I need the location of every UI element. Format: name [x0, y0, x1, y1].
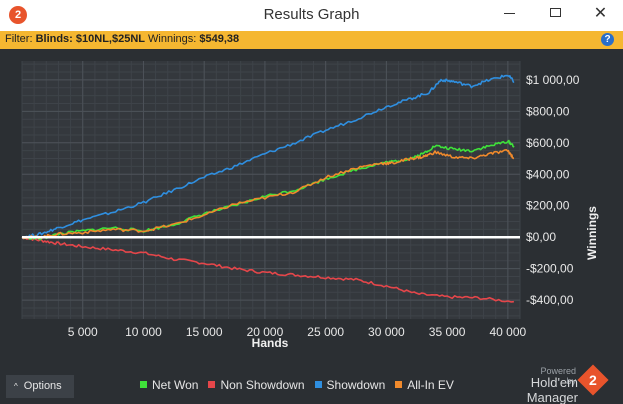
- filter-blinds: Blinds: $10NL,$25NL: [35, 33, 145, 45]
- filter-winnings-label: Winnings:: [144, 33, 200, 45]
- filter-bar: Filter: Blinds: $10NL,$25NL Winnings: $5…: [0, 31, 623, 49]
- y-tick-label: $0,00: [526, 230, 556, 244]
- x-tick-labels: 5 000 10 000 15 000 20 000 25 000 30 000 35 00…: [68, 325, 527, 339]
- x-tick-label: 10 000: [125, 325, 162, 339]
- minimize-button[interactable]: [487, 0, 533, 28]
- y-tick-label: -$400,00: [526, 293, 574, 307]
- window-title: Results Graph: [263, 6, 360, 23]
- y-tick-labels: $1 000,00 $800,00 $600,00 $400,00 $200,00 $0,…: [526, 73, 580, 307]
- footer-bar: ^ Options Net Won Non Showdown Showdown All-…: [0, 364, 623, 404]
- options-button[interactable]: ^ Options: [6, 375, 74, 398]
- results-chart: 5 000 10 000 15 000 20 000 25 000 30 000 35 00…: [21, 61, 599, 350]
- minimize-icon: [504, 13, 515, 14]
- help-icon[interactable]: ?: [601, 33, 614, 46]
- legend-swatch: [314, 381, 322, 388]
- legend-item[interactable]: Showdown: [314, 378, 386, 392]
- legend-swatch: [140, 381, 147, 388]
- legend-swatch: [395, 381, 403, 388]
- y-tick-label: $1 000,00: [526, 73, 580, 87]
- chart-legend: Net Won Non Showdown Showdown All-In EV: [140, 378, 464, 392]
- x-axis-label: Hands: [252, 336, 289, 350]
- legend-item[interactable]: Non Showdown: [208, 378, 305, 392]
- y-axis-label: Winnings: [585, 206, 599, 260]
- y-tick-label: $200,00: [526, 199, 570, 213]
- x-tick-label: 25 000: [307, 325, 344, 339]
- maximize-button[interactable]: [533, 0, 579, 28]
- x-tick-label: 35 000: [429, 325, 466, 339]
- brand-name: Hold'em Manager: [526, 375, 578, 404]
- close-button[interactable]: ✕: [578, 0, 623, 28]
- legend-label: Net Won: [152, 378, 199, 392]
- x-tick-label: 40 000: [490, 325, 527, 339]
- y-tick-label: $800,00: [526, 104, 570, 118]
- legend-item[interactable]: Net Won: [140, 378, 198, 392]
- app-logo-icon: 2: [9, 6, 27, 24]
- x-tick-label: 30 000: [368, 325, 405, 339]
- filter-winnings-value: $549,38: [199, 33, 240, 45]
- filter-prefix: Filter:: [5, 33, 36, 45]
- series-layer: [21, 74, 515, 303]
- series-line-all-in-ev: [21, 149, 515, 240]
- options-label: Options: [23, 380, 62, 392]
- x-tick-label: 20 000: [247, 325, 284, 339]
- series-line-showdown: [21, 74, 515, 240]
- series-line-non-showdown: [21, 236, 514, 303]
- title-bar: 2 Results Graph ✕: [0, 0, 623, 31]
- powered-by-label: Powered by: [540, 366, 576, 386]
- chevron-up-icon: ^: [14, 382, 18, 391]
- legend-label: All-In EV: [407, 378, 454, 392]
- legend-swatch: [208, 381, 216, 388]
- y-tick-label: $600,00: [526, 136, 570, 150]
- legend-label: Showdown: [326, 378, 386, 392]
- maximize-icon: [550, 8, 561, 17]
- legend-item[interactable]: All-In EV: [395, 378, 454, 392]
- y-tick-label: -$200,00: [526, 262, 574, 276]
- close-icon: ✕: [593, 5, 608, 22]
- y-tick-label: $400,00: [526, 167, 570, 181]
- x-tick-label: 5 000: [68, 325, 98, 339]
- filter-summary: Filter: Blinds: $10NL,$25NL Winnings: $5…: [5, 33, 239, 45]
- x-tick-label: 15 000: [186, 325, 223, 339]
- legend-label: Non Showdown: [220, 378, 305, 392]
